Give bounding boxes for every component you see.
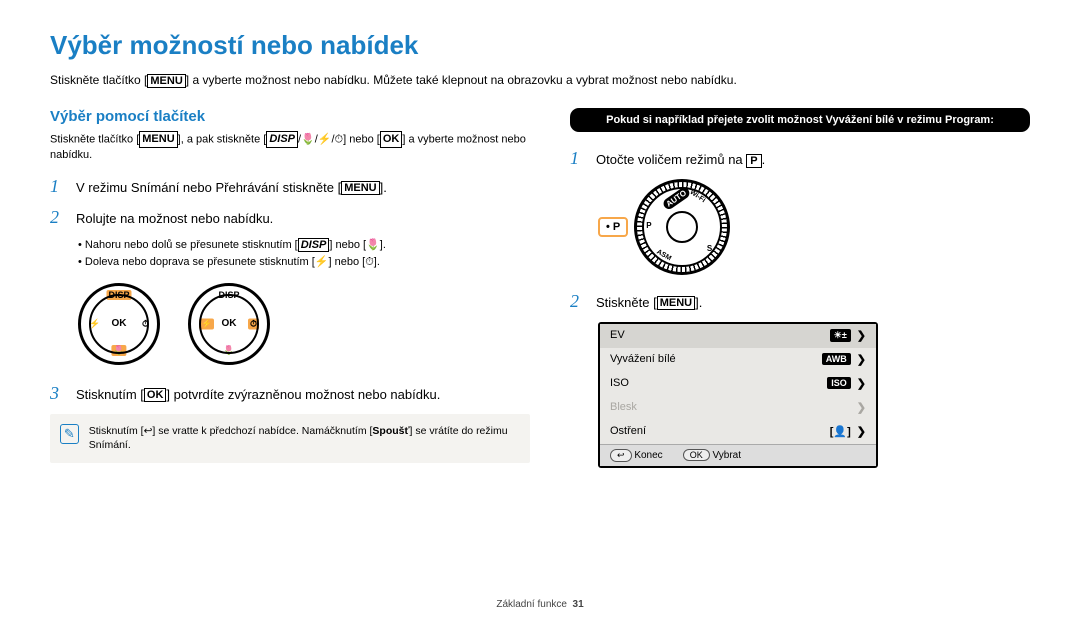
r1-b: .: [762, 152, 766, 167]
camera-menu-panel: EV ☀± ❯ Vyvážení bílé AWB ❯ ISO ISO ❯ Blesk…: [598, 322, 878, 468]
note-a: Stisknutím [↩] se vratte k předchozí nab…: [89, 425, 373, 437]
menu-flash-label: Blesk: [610, 401, 637, 413]
section-subtext: Stiskněte tlačítko [MENU], a pak stiskně…: [50, 131, 530, 164]
right-step-1: 1 Otočte voličem režimů na P.: [570, 148, 1030, 169]
menu-icon: MENU: [657, 296, 695, 310]
menu-row-ev[interactable]: EV ☀± ❯: [600, 324, 876, 348]
dial-ok: OK: [89, 294, 149, 354]
menu-ev-label: EV: [610, 329, 625, 341]
bullet-2: Doleva nebo doprava se přesunete stisknu…: [78, 255, 530, 269]
bullet-1: Nahoru nebo dolů se přesunete stisknutím…: [78, 238, 530, 252]
step-1: 1 V režimu Snímání nebo Přehrávání stisk…: [50, 176, 530, 197]
disp-combo: /🌷/⚡/⏱: [298, 133, 343, 145]
menu-icon: MENU: [147, 74, 185, 88]
step-3: 3 Stisknutím [OK] potvrdíte zvýrazněnou …: [50, 383, 530, 404]
note-box: ✎ Stisknutím [↩] se vratte k předchozí n…: [50, 414, 530, 463]
section-title: Výběr pomocí tlačítek: [50, 108, 530, 125]
sub-before: Stiskněte tlačítko [: [50, 133, 139, 145]
intro-after: ] a vyberte možnost nebo nabídku. Můžete…: [186, 73, 737, 87]
p-mode-icon: P: [746, 154, 761, 168]
p-indicator: • P: [598, 217, 628, 237]
or-text: ] nebo [: [343, 133, 380, 145]
mode-dial: AUTO Wi-Fi P ASM S: [634, 179, 730, 275]
right-step-2: 2 Stiskněte [MENU].: [570, 291, 1030, 312]
step1-a: V režimu Snímání nebo Přehrávání stiskně…: [76, 180, 341, 195]
dials-row: DISP 🌷 ⚡ ⏱ OK DISP 🌷 ⚡ ⏱ OK: [78, 283, 530, 365]
ok-icon: OK: [144, 388, 167, 402]
b1-b: ] nebo [🌷].: [329, 239, 386, 251]
step-num: 1: [570, 148, 586, 169]
chevron-icon: ❯: [857, 425, 866, 438]
menu-focus-label: Ostření: [610, 425, 646, 437]
menu-iso-label: ISO: [610, 377, 629, 389]
bullet-list: Nahoru nebo dolů se přesunete stisknutím…: [78, 238, 530, 269]
menu-row-iso[interactable]: ISO ISO ❯: [600, 372, 876, 396]
step-num: 1: [50, 176, 66, 197]
awb-icon: AWB: [822, 353, 851, 365]
ok-icon: OK: [380, 131, 403, 148]
iso-icon: ISO: [827, 377, 851, 389]
mode-dial-center: [666, 211, 698, 243]
mode-dial-wrap: • P AUTO Wi-Fi P ASM S: [598, 179, 1030, 275]
page-footer: Základní funkce 31: [0, 599, 1080, 610]
menu-icon: MENU: [139, 131, 177, 148]
intro-text: Stiskněte tlačítko [MENU] a vyberte možn…: [50, 73, 1030, 88]
chevron-icon: ❯: [857, 377, 866, 390]
r1-a: Otočte voličem režimů na: [596, 152, 746, 167]
step-num: 3: [50, 383, 66, 404]
menu-row-focus[interactable]: Ostření [👤] ❯: [600, 420, 876, 444]
nav-dial-2: DISP 🌷 ⚡ ⏱ OK: [188, 283, 270, 365]
mode-p: P: [646, 221, 651, 230]
r2-a: Stiskněte [: [596, 295, 657, 310]
menu-icon: MENU: [341, 181, 379, 195]
disp-icon: DISP: [266, 131, 298, 148]
note-icon: ✎: [60, 424, 79, 444]
ev-icon: ☀±: [830, 329, 851, 342]
footer-page: 31: [573, 599, 584, 610]
back-button-icon[interactable]: ↩: [610, 449, 632, 462]
r2-b: ].: [695, 295, 702, 310]
step3-b: ] potvrdíte zvýrazněnou možnost nebo nab…: [166, 387, 440, 402]
intro-before: Stiskněte tlačítko [: [50, 73, 147, 87]
back-label: Konec: [634, 450, 662, 461]
footer-label: Základní funkce: [496, 599, 567, 610]
chevron-icon: ❯: [857, 401, 866, 414]
menu-row-flash: Blesk ❯: [600, 396, 876, 420]
menu-footer: ↩ Konec OK Vybrat: [600, 444, 876, 466]
mode-s: S: [707, 244, 712, 253]
page-title: Výběr možností nebo nabídek: [50, 30, 1030, 61]
note-shutter: Spoušť: [372, 425, 409, 437]
select-label: Vybrat: [712, 450, 741, 461]
note-text: Stisknutím [↩] se vratte k předchozí nab…: [89, 424, 520, 453]
example-bar: Pokud si například přejete zvolit možnos…: [570, 108, 1030, 132]
menu-row-wb[interactable]: Vyvážení bílé AWB ❯: [600, 348, 876, 372]
focus-icon: [👤]: [830, 425, 851, 438]
dial-ok: OK: [199, 294, 259, 354]
b1-a: Nahoru nebo dolů se přesunete stisknutím…: [85, 239, 298, 251]
sub-mid: ], a pak stiskněte [: [178, 133, 267, 145]
step3-a: Stisknutím [: [76, 387, 144, 402]
nav-dial-1: DISP 🌷 ⚡ ⏱ OK: [78, 283, 160, 365]
step1-b: ].: [380, 180, 387, 195]
chevron-icon: ❯: [857, 353, 866, 366]
disp-icon: DISP: [298, 238, 330, 252]
step-num: 2: [570, 291, 586, 312]
ok-button-icon[interactable]: OK: [683, 449, 710, 461]
step-2: 2 Rolujte na možnost nebo nabídku.: [50, 207, 530, 228]
chevron-icon: ❯: [857, 329, 866, 342]
step-num: 2: [50, 207, 66, 228]
step2-text: Rolujte na možnost nebo nabídku.: [76, 211, 273, 226]
menu-wb-label: Vyvážení bílé: [610, 353, 676, 365]
